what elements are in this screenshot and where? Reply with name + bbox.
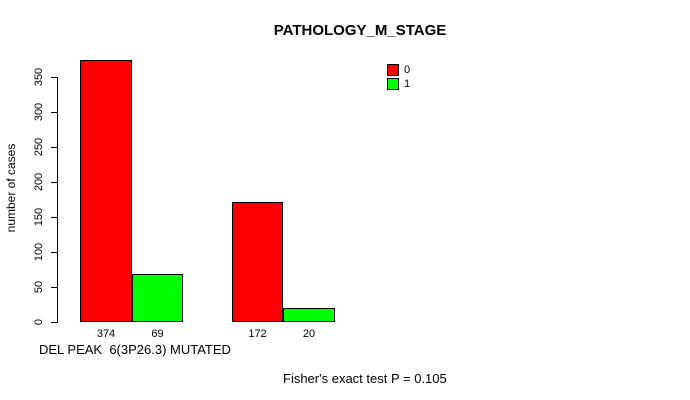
x-axis-label: DEL PEAK 6(3P26.3) MUTATED <box>39 342 231 357</box>
y-tick-label: 50 <box>33 280 45 294</box>
y-axis-tick <box>51 147 58 148</box>
chart-title: PATHOLOGY_M_STAGE <box>273 22 447 39</box>
y-tick-label: 250 <box>33 137 45 157</box>
legend-entry: 1 <box>387 78 410 90</box>
stat-annotation: Fisher's exact test P = 0.105 <box>283 371 447 386</box>
legend-swatch <box>387 78 399 90</box>
y-tick-label: 100 <box>33 242 45 262</box>
y-tick-label: 350 <box>33 67 45 87</box>
y-tick-label: 200 <box>33 172 45 192</box>
bar-value-label: 374 <box>96 328 116 340</box>
y-tick-label: 150 <box>33 207 45 227</box>
bar <box>132 274 183 322</box>
y-axis-tick <box>51 287 58 288</box>
y-tick-label: 0 <box>33 318 45 326</box>
bar <box>232 202 283 322</box>
legend-label: 0 <box>404 64 411 76</box>
y-tick-label: 300 <box>33 102 45 122</box>
y-axis-tick <box>51 182 58 183</box>
y-axis-tick <box>51 217 58 218</box>
bar <box>283 308 335 322</box>
y-axis-line <box>57 77 58 323</box>
bar-value-label: 69 <box>151 328 164 340</box>
legend-entry: 0 <box>387 64 410 76</box>
legend-swatch <box>387 64 399 76</box>
y-axis-tick <box>51 322 58 323</box>
y-axis-tick <box>51 252 58 253</box>
legend-label: 1 <box>404 78 411 90</box>
bar <box>80 60 132 322</box>
bar-value-label: 172 <box>248 328 267 340</box>
y-axis-tick <box>51 112 58 113</box>
y-axis-tick <box>51 77 58 78</box>
bar-value-label: 20 <box>302 328 316 340</box>
